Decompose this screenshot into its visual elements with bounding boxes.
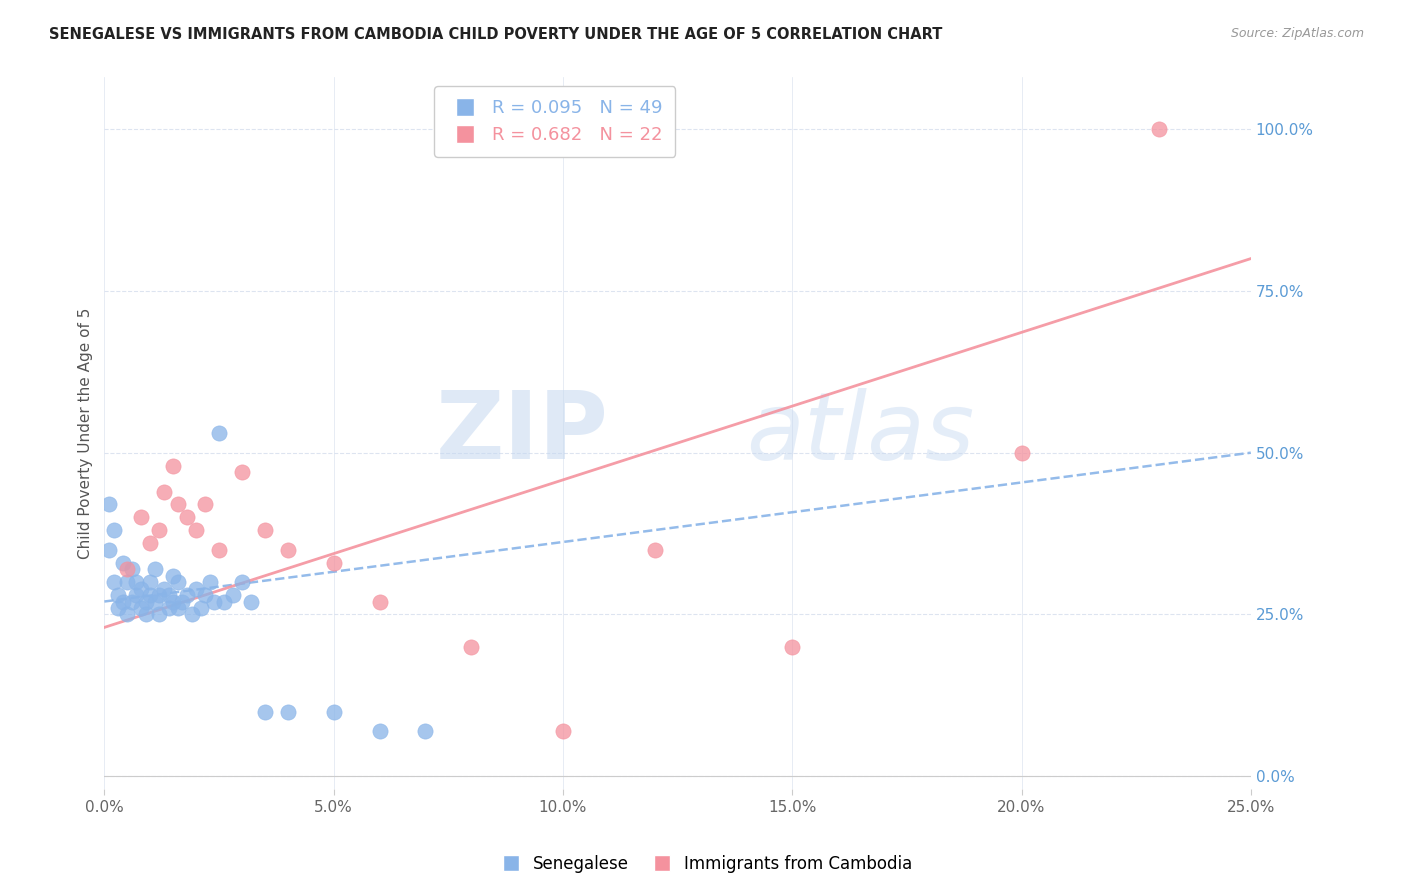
- Point: [222, 588, 245, 602]
- Text: SENEGALESE VS IMMIGRANTS FROM CAMBODIA CHILD POVERTY UNDER THE AGE OF 5 CORRELAT: SENEGALESE VS IMMIGRANTS FROM CAMBODIA C…: [49, 27, 942, 42]
- Point: [162, 568, 184, 582]
- Point: [415, 723, 437, 738]
- Point: [176, 510, 198, 524]
- Point: [139, 588, 162, 602]
- Point: [166, 575, 188, 590]
- Point: [139, 536, 162, 550]
- Point: [157, 588, 180, 602]
- Point: [135, 594, 157, 608]
- Point: [135, 607, 157, 622]
- Point: [117, 607, 139, 622]
- Point: [153, 484, 176, 499]
- Point: [153, 582, 176, 596]
- Point: [460, 640, 482, 654]
- Point: [129, 510, 152, 524]
- Point: [198, 575, 221, 590]
- Point: [148, 524, 170, 538]
- Point: [125, 575, 148, 590]
- Point: [194, 588, 217, 602]
- Point: [103, 524, 125, 538]
- Point: [143, 562, 166, 576]
- Point: [129, 601, 152, 615]
- Point: [253, 705, 276, 719]
- Point: [644, 542, 666, 557]
- Point: [148, 588, 170, 602]
- Point: [111, 594, 134, 608]
- Point: [117, 562, 139, 576]
- Point: [107, 601, 129, 615]
- Point: [231, 575, 253, 590]
- Point: [208, 542, 231, 557]
- Point: [194, 498, 217, 512]
- Point: [107, 588, 129, 602]
- Point: [166, 601, 188, 615]
- Point: [103, 575, 125, 590]
- Point: [176, 588, 198, 602]
- Y-axis label: Child Poverty Under the Age of 5: Child Poverty Under the Age of 5: [79, 308, 93, 559]
- Point: [322, 556, 344, 570]
- Text: atlas: atlas: [747, 388, 974, 479]
- Point: [240, 594, 263, 608]
- Point: [184, 582, 207, 596]
- Point: [162, 594, 184, 608]
- Point: [143, 594, 166, 608]
- Point: [277, 542, 299, 557]
- Point: [172, 594, 194, 608]
- Point: [368, 723, 391, 738]
- Text: ZIP: ZIP: [436, 387, 609, 479]
- Point: [231, 465, 253, 479]
- Point: [780, 640, 803, 654]
- Point: [166, 498, 188, 512]
- Point: [121, 594, 143, 608]
- Point: [111, 556, 134, 570]
- Point: [368, 594, 391, 608]
- Point: [212, 594, 235, 608]
- Legend: R = 0.095   N = 49, R = 0.682   N = 22: R = 0.095 N = 49, R = 0.682 N = 22: [434, 87, 675, 157]
- Point: [148, 607, 170, 622]
- Point: [184, 524, 207, 538]
- Point: [98, 542, 121, 557]
- Point: [551, 723, 574, 738]
- Point: [162, 458, 184, 473]
- Point: [1147, 122, 1170, 136]
- Point: [253, 524, 276, 538]
- Point: [322, 705, 344, 719]
- Point: [129, 582, 152, 596]
- Point: [204, 594, 226, 608]
- Point: [125, 588, 148, 602]
- Text: Source: ZipAtlas.com: Source: ZipAtlas.com: [1230, 27, 1364, 40]
- Point: [208, 426, 231, 441]
- Point: [117, 575, 139, 590]
- Point: [1011, 446, 1033, 460]
- Point: [180, 607, 202, 622]
- Point: [277, 705, 299, 719]
- Point: [121, 562, 143, 576]
- Point: [157, 601, 180, 615]
- Point: [190, 601, 212, 615]
- Point: [98, 498, 121, 512]
- Legend: Senegalese, Immigrants from Cambodia: Senegalese, Immigrants from Cambodia: [488, 848, 918, 880]
- Point: [139, 575, 162, 590]
